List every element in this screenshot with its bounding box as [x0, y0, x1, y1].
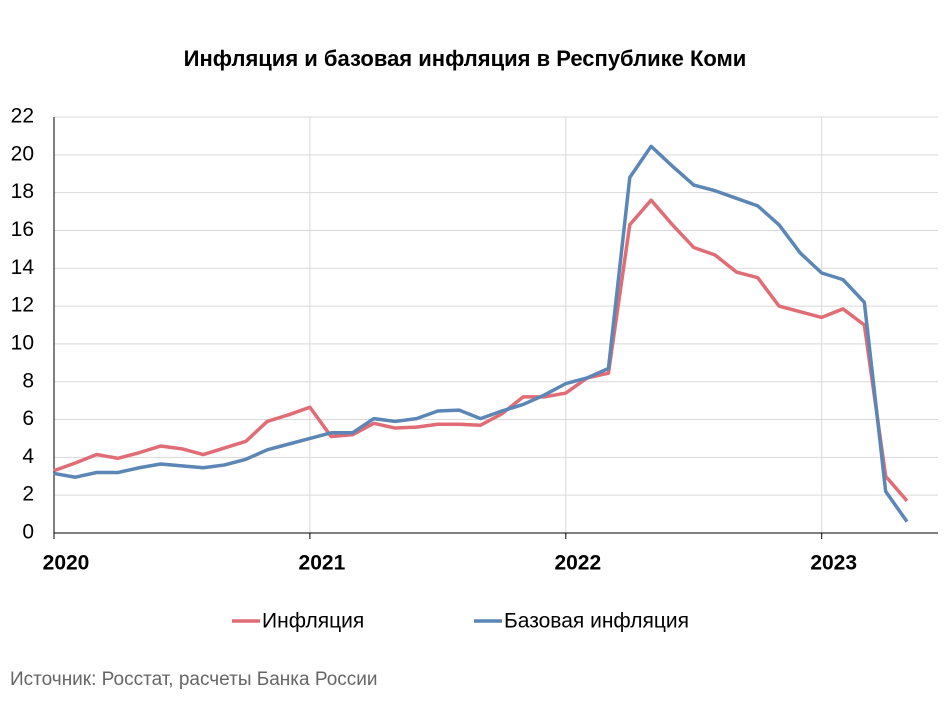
legend-label: Базовая инфляция: [504, 610, 689, 633]
x-tick-label: 2023: [810, 552, 857, 575]
line-series: [53, 198, 909, 503]
y-tick-label: 16: [11, 218, 34, 241]
chart-title: Инфляция и базовая инфляция в Республике…: [184, 46, 747, 71]
y-tick-label: 6: [22, 407, 34, 430]
x-tick-label: 2020: [43, 552, 90, 575]
x-tick-label: 2021: [299, 552, 346, 575]
legend-label: Инфляция: [262, 610, 364, 633]
y-tick-label: 4: [22, 445, 34, 468]
y-tick-label: 14: [11, 256, 35, 279]
y-tick-label: 0: [22, 521, 34, 544]
line-series: [53, 144, 909, 523]
x-tick-label: 2022: [554, 552, 601, 575]
y-tick-label: 10: [11, 331, 34, 354]
y-tick-label: 22: [11, 105, 34, 128]
y-tick-label: 2: [22, 483, 34, 506]
y-tick-label: 18: [11, 180, 34, 203]
y-tick-label: 8: [22, 369, 34, 392]
y-tick-label: 20: [11, 142, 34, 165]
y-tick-label: 12: [11, 294, 34, 317]
source: Источник: Росстат, расчеты Банка России: [10, 669, 378, 690]
